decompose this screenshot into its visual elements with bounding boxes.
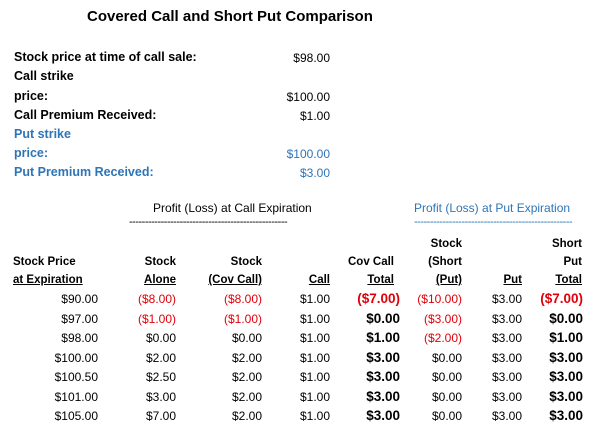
stock-price-cell: $100.00 — [54, 350, 98, 365]
stock-price-cell: $97.00 — [61, 311, 98, 326]
stock-price-cell: $98.00 — [61, 331, 98, 345]
stock-alone-cell: $2.50 — [145, 370, 176, 384]
stock-cov-call-cell: ($8.00) — [223, 292, 262, 306]
short-put-total-cell: $3.00 — [549, 408, 583, 423]
call-cell: $1.00 — [299, 311, 330, 326]
stock-short-put-cell: ($2.00) — [423, 331, 462, 345]
short-put-total-cell: $0.00 — [549, 310, 583, 326]
short-put-total-cell: ($7.00) — [540, 291, 583, 306]
put-strike-value: $100.00 — [286, 147, 330, 161]
short-put-total-cell: $3.00 — [549, 369, 583, 384]
put-premium-label: Put Premium Received: — [14, 165, 154, 179]
stock-alone-cell: ($1.00) — [137, 311, 176, 326]
call-strike-value: $100.00 — [286, 90, 330, 104]
call-cell: $1.00 — [299, 331, 330, 345]
cov-call-total-cell: $3.00 — [366, 369, 400, 384]
stock-short-put-cell: $0.00 — [431, 370, 462, 384]
stock-cov-call-cell: $2.00 — [231, 389, 262, 404]
call-cell: $1.00 — [299, 370, 330, 384]
stock-price-cell: $101.00 — [54, 389, 98, 404]
call-cell: $1.00 — [299, 350, 330, 365]
put-cell: $3.00 — [491, 311, 522, 326]
header-stock-short-put: Stock (Short (Put) — [428, 238, 462, 286]
stock-price-value: $98.00 — [293, 51, 330, 65]
put-cell: $3.00 — [491, 292, 522, 306]
call-cell: $1.00 — [299, 292, 330, 306]
header-stock-price: Stock Price at Expiration — [13, 256, 83, 286]
put-cell: $3.00 — [491, 331, 522, 345]
call-cell: $1.00 — [299, 409, 330, 423]
stock-cov-call-cell: $2.00 — [231, 370, 262, 384]
put-cell: $3.00 — [491, 370, 522, 384]
short-put-total-cell: $3.00 — [549, 349, 583, 365]
header-stock-alone: Stock Alone — [144, 256, 176, 286]
call-section-divider: ----------------------------------------… — [129, 216, 288, 228]
call-premium-label: Call Premium Received: — [14, 108, 157, 122]
stock-cov-call-cell: $2.00 — [231, 350, 262, 365]
stock-short-put-cell: $0.00 — [431, 409, 462, 423]
header-stock-cov-call: Stock (Cov Call) — [208, 256, 262, 286]
put-cell: $3.00 — [491, 409, 522, 423]
header-put: Put — [503, 274, 522, 286]
stock-alone-cell: ($8.00) — [137, 292, 176, 306]
put-section-title: Profit (Loss) at Put Expiration — [414, 201, 571, 215]
stock-price-cell: $100.50 — [54, 370, 98, 384]
stock-cov-call-cell: $2.00 — [231, 409, 262, 423]
call-premium-value: $1.00 — [299, 109, 330, 123]
cov-call-total-cell: $3.00 — [366, 388, 400, 404]
stock-price-cell: $90.00 — [61, 292, 98, 306]
stock-short-put-cell: ($10.00) — [417, 292, 462, 306]
stock-short-put-cell: ($3.00) — [423, 311, 462, 326]
stock-price-cell: $105.00 — [54, 409, 98, 423]
stock-short-put-cell: $0.00 — [431, 389, 462, 404]
header-short-put-total: Short Put Total — [551, 238, 582, 286]
call-strike-label-line2: price: — [14, 89, 49, 103]
page-title: Covered Call and Short Put Comparison — [87, 8, 373, 25]
put-strike-label-line2: price: — [14, 146, 49, 160]
cov-call-total-cell: $3.00 — [366, 349, 400, 365]
stock-alone-cell: $7.00 — [145, 409, 176, 423]
call-strike-label-line1: Call strike — [14, 69, 74, 83]
short-put-total-cell: $3.00 — [549, 388, 583, 404]
call-cell: $1.00 — [299, 389, 330, 404]
put-strike-label-line1: Put strike — [14, 127, 71, 141]
stock-alone-cell: $0.00 — [145, 331, 176, 345]
put-cell: $3.00 — [491, 350, 522, 365]
cov-call-total-cell: $3.00 — [366, 408, 400, 423]
stock-alone-cell: $2.00 — [145, 350, 176, 365]
put-premium-value: $3.00 — [299, 166, 330, 180]
cov-call-total-cell: $0.00 — [366, 310, 400, 326]
cov-call-total-cell: ($7.00) — [357, 291, 400, 306]
header-call: Call — [308, 274, 330, 286]
stock-cov-call-cell: $0.00 — [231, 331, 262, 345]
stock-price-label: Stock price at time of call sale: — [14, 50, 197, 64]
stock-alone-cell: $3.00 — [145, 389, 176, 404]
stock-short-put-cell: $0.00 — [431, 350, 462, 365]
stock-cov-call-cell: ($1.00) — [223, 311, 262, 326]
put-cell: $3.00 — [491, 389, 522, 404]
header-cov-call-total: Cov Call Total — [347, 256, 394, 286]
call-section-title: Profit (Loss) at Call Expiration — [153, 201, 312, 215]
cov-call-total-cell: $1.00 — [366, 330, 400, 345]
put-section-divider: ----------------------------------------… — [414, 216, 573, 228]
short-put-total-cell: $1.00 — [549, 330, 583, 345]
